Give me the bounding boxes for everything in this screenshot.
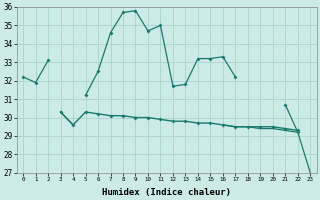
X-axis label: Humidex (Indice chaleur): Humidex (Indice chaleur) bbox=[102, 188, 231, 197]
